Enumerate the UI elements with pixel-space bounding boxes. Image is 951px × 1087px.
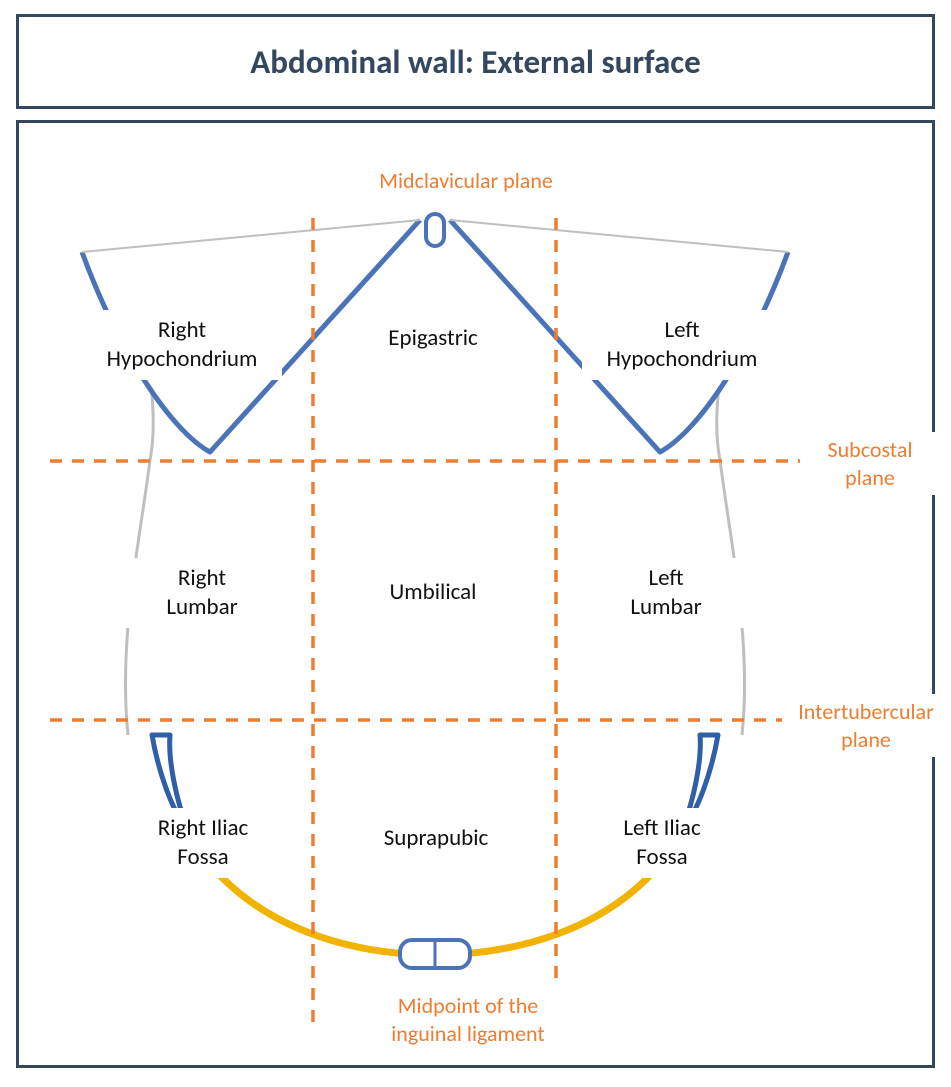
subcostal-plane-label: Subcostal plane — [800, 432, 940, 495]
region-right-hypochondrium: Right Hypochondrium — [82, 310, 282, 380]
region-epigastric: Epigastric — [343, 318, 523, 359]
region-left-hypochondrium: Left Hypochondrium — [582, 310, 782, 380]
title-panel: Abdominal wall: External surface — [16, 14, 935, 109]
diagram-frame: Abdominal wall: External surface — [0, 0, 951, 1087]
midclavicular-plane-label: Midclavicular plane — [346, 163, 586, 199]
diagram-title: Abdominal wall: External surface — [19, 42, 932, 82]
region-left-iliac-fossa: Left Iliac Fossa — [582, 808, 742, 878]
intertubercular-plane-label: Intertubercular plane — [782, 694, 950, 757]
inguinal-midpoint-label: Midpoint of the inguinal ligament — [358, 988, 578, 1051]
region-suprapubic: Suprapubic — [346, 818, 526, 859]
region-left-lumbar: Left Lumbar — [586, 558, 746, 628]
region-right-lumbar: Right Lumbar — [122, 558, 282, 628]
region-umbilical: Umbilical — [348, 572, 518, 613]
region-right-iliac-fossa: Right Iliac Fossa — [118, 808, 288, 878]
